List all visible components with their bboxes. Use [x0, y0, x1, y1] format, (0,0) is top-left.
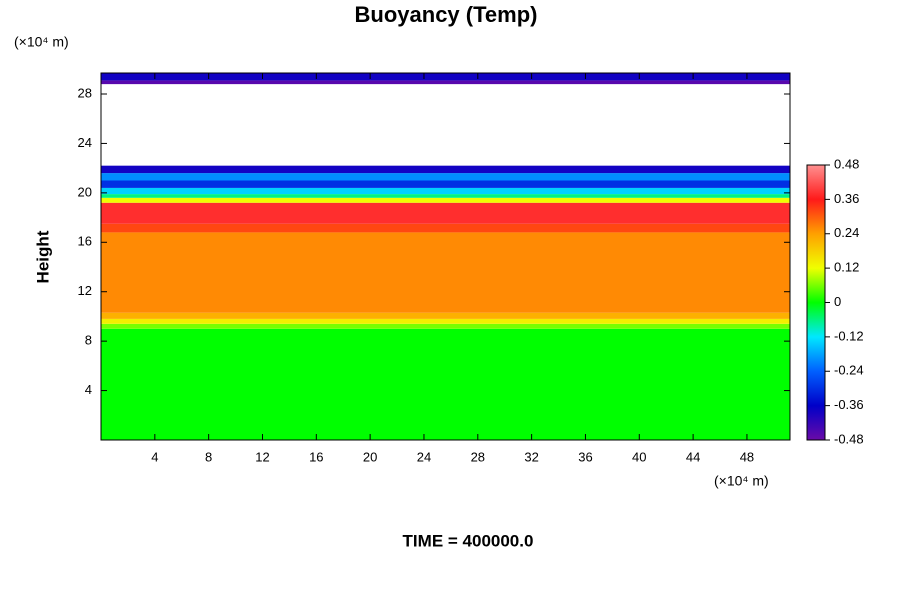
colorbar-tick-label: -0.12 — [834, 328, 864, 343]
x-tick-label: 44 — [686, 449, 700, 464]
x-tick-label: 24 — [417, 449, 431, 464]
y-tick-label: 8 — [85, 333, 92, 348]
colorbar — [806, 164, 826, 441]
x-tick-label: 36 — [578, 449, 592, 464]
y-tick-label: 12 — [78, 283, 92, 298]
x-tick-label: 48 — [740, 449, 754, 464]
y-tick-label: 28 — [78, 85, 92, 100]
contour-band — [101, 187, 790, 195]
contour-band — [101, 180, 790, 188]
y-axis-label: Height — [33, 230, 52, 283]
time-label: TIME = 400000.0 — [403, 531, 534, 550]
x-tick-label: 4 — [151, 449, 158, 464]
field — [101, 73, 790, 440]
contour-band — [101, 80, 790, 85]
y-tick-label: 20 — [78, 184, 92, 199]
x-unit: (×10⁴ m) — [714, 473, 769, 489]
contour-band — [101, 223, 790, 233]
contour-band — [101, 165, 790, 174]
colorbar-tick-label: 0 — [834, 294, 841, 309]
y-tick-label: 16 — [78, 234, 92, 249]
colorbar-tick-label: -0.24 — [834, 363, 864, 378]
colorbar-tick-label: -0.48 — [834, 431, 864, 446]
contour-band — [101, 328, 790, 440]
colorbar-tick-label: -0.36 — [834, 397, 864, 412]
contour-band — [101, 197, 790, 203]
x-tick-label: 12 — [255, 449, 269, 464]
contour-band — [101, 173, 790, 181]
x-tick-label: 8 — [205, 449, 212, 464]
contour-band — [101, 312, 790, 319]
x-tick-label: 20 — [363, 449, 377, 464]
colorbar-tick-label: 0.24 — [834, 225, 859, 240]
y-unit: (×10⁴ m) — [14, 34, 69, 50]
contour-band — [101, 194, 790, 198]
colorbar-tick-label: 0.12 — [834, 260, 859, 275]
x-tick-label: 16 — [309, 449, 323, 464]
y-tick-label: 4 — [85, 382, 92, 397]
contour-band — [101, 318, 790, 324]
x-tick-label: 32 — [524, 449, 538, 464]
contour-band — [101, 323, 790, 329]
y-tick-label: 24 — [78, 135, 92, 150]
chart-title: Buoyancy (Temp) — [355, 2, 538, 27]
contour-band — [101, 232, 790, 313]
colorbar-tick-label: 0.36 — [834, 191, 859, 206]
x-tick-label: 40 — [632, 449, 646, 464]
contour-band — [101, 202, 790, 224]
x-tick-label: 28 — [471, 449, 485, 464]
contour-band — [101, 73, 790, 81]
plot-frame — [100, 72, 791, 441]
colorbar-tick-label: 0.48 — [834, 156, 859, 171]
